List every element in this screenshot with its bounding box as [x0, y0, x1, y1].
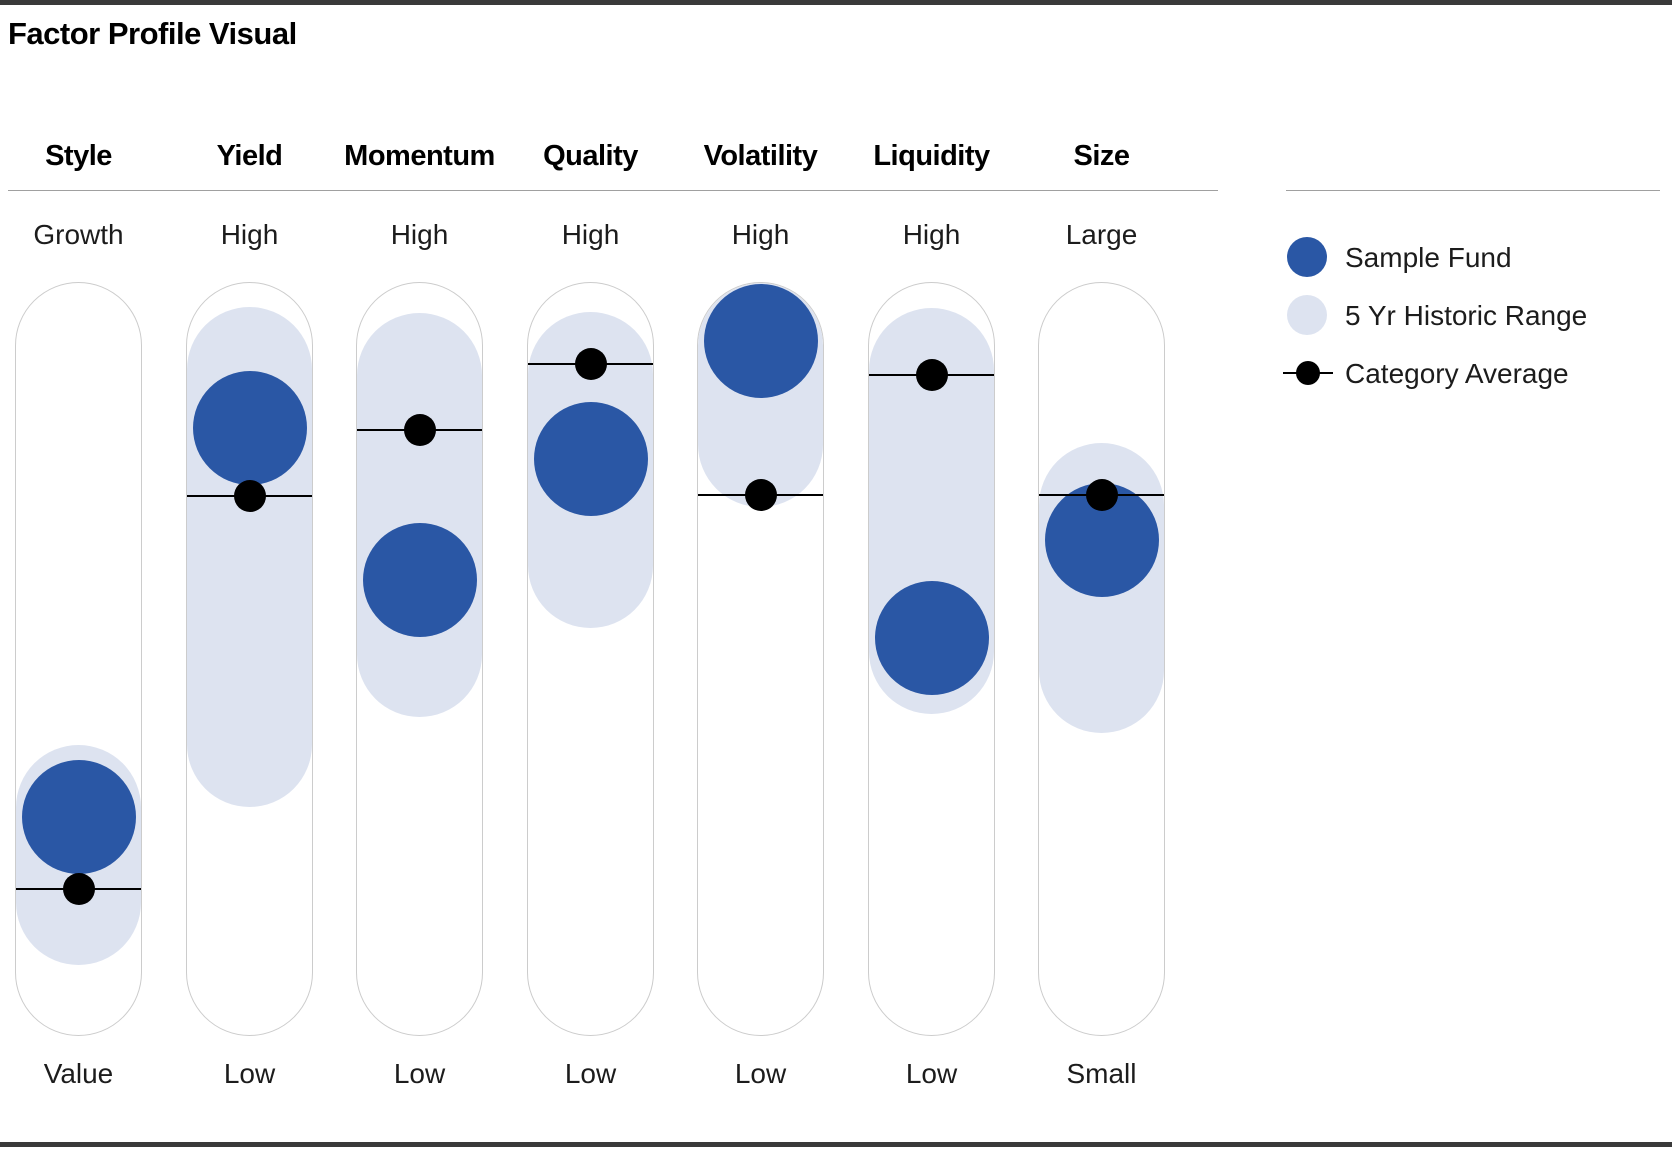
factor-header-size: Size	[1073, 140, 1130, 172]
bottom-rule-bar	[0, 1142, 1672, 1147]
factor-bottom-label-quality: Low	[564, 1058, 617, 1089]
fund-marker-style	[21, 760, 136, 874]
factor-bottom-label-yield: Low	[223, 1058, 276, 1089]
factor-bottom-label-size: Small	[1066, 1058, 1137, 1089]
factor-header-yield: Yield	[216, 140, 283, 172]
fund-marker-liquidity	[874, 581, 989, 695]
factor-bottom-label-liquidity: Low	[905, 1058, 958, 1089]
category-average-dot-size	[1085, 479, 1118, 511]
page-title: Factor Profile Visual	[8, 16, 297, 51]
fund-marker-volatility	[703, 284, 818, 398]
factor-track-style	[15, 282, 142, 1036]
factor-top-label-yield: High	[220, 219, 279, 250]
category-average-dot-icon	[1296, 361, 1320, 385]
factor-track-volatility	[697, 282, 824, 1036]
header-rule	[8, 190, 1218, 191]
factor-top-label-momentum: High	[390, 219, 449, 250]
factor-top-label-size: Large	[1065, 219, 1138, 250]
top-rule-bar	[0, 0, 1672, 5]
factor-track-liquidity	[868, 282, 995, 1036]
historic-range-momentum	[357, 313, 482, 717]
legend-label-historic-range: 5 Yr Historic Range	[1345, 300, 1588, 331]
factor-header-volatility: Volatility	[703, 140, 818, 172]
category-average-dot-yield	[233, 480, 266, 512]
historic-range-swatch-icon	[1287, 295, 1327, 335]
factor-track-momentum	[356, 282, 483, 1036]
factor-top-label-quality: High	[561, 219, 620, 250]
fund-marker-yield	[192, 371, 307, 485]
category-average-dot-quality	[574, 348, 607, 380]
category-average-dot-style	[62, 873, 95, 905]
factor-bottom-label-style: Value	[43, 1058, 114, 1089]
legend-label-category-average: Category Average	[1345, 358, 1569, 389]
legend-label-sample-fund: Sample Fund	[1345, 242, 1512, 273]
factor-track-yield	[186, 282, 313, 1036]
factor-track-size	[1038, 282, 1165, 1036]
factor-top-label-style: Growth	[33, 219, 124, 250]
factor-bottom-label-volatility: Low	[734, 1058, 787, 1089]
factor-header-momentum: Momentum	[344, 140, 495, 172]
sample-fund-swatch-icon	[1287, 237, 1327, 277]
legend-rule	[1286, 190, 1660, 191]
factor-header-style: Style	[45, 140, 112, 172]
factor-top-label-volatility: High	[731, 219, 790, 250]
factor-header-quality: Quality	[543, 140, 638, 172]
category-average-dot-momentum	[403, 414, 436, 446]
category-average-dot-liquidity	[915, 359, 948, 391]
factor-track-quality	[527, 282, 654, 1036]
factor-top-label-liquidity: High	[902, 219, 961, 250]
fund-marker-quality	[533, 402, 648, 516]
factor-bottom-label-momentum: Low	[393, 1058, 446, 1089]
category-average-dot-volatility	[744, 479, 777, 511]
factor-header-liquidity: Liquidity	[873, 140, 990, 172]
fund-marker-momentum	[362, 523, 477, 637]
